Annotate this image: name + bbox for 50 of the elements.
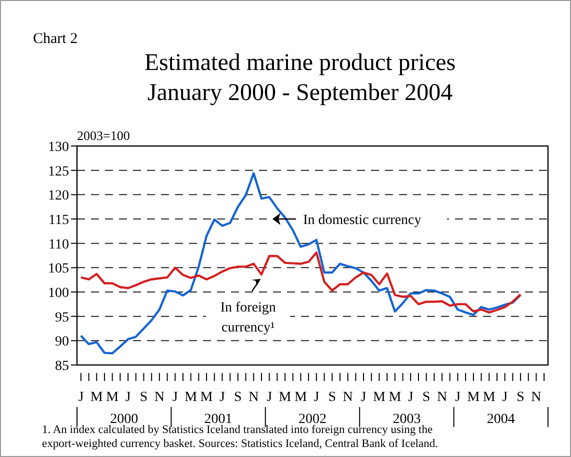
x-tick-label: J <box>360 390 367 405</box>
x-tick-label: M <box>388 390 402 405</box>
x-tick-label: N <box>248 390 259 405</box>
y-tick-label: 90 <box>55 334 69 350</box>
x-tick-label: M <box>200 390 214 405</box>
line-series <box>80 172 522 354</box>
y-tick-label: 130 <box>48 140 69 155</box>
series-label: In foreign currency¹ <box>220 300 276 336</box>
series-label: In domestic currency <box>303 213 422 228</box>
caption: Chart 2 <box>33 31 78 47</box>
x-tick-label: S <box>516 390 524 405</box>
x-tick-label: S <box>422 390 430 405</box>
y-tick-label: 105 <box>48 262 69 277</box>
x-tick-label: N <box>342 390 353 405</box>
y-tick-label: 110 <box>48 237 69 252</box>
y-tick-label: 100 <box>48 286 69 301</box>
x-tick-label: J <box>455 390 461 405</box>
x-tick-label: M <box>90 390 104 405</box>
x-tick-label: S <box>140 390 148 405</box>
y-tick-label: 95 <box>55 310 69 326</box>
x-tick-label: J <box>266 390 273 405</box>
x-tick-label: J <box>172 390 178 405</box>
x-tick-label: M <box>482 390 496 405</box>
x-tick-label: N <box>436 390 448 405</box>
x-tick-label: J <box>125 390 132 405</box>
x-tick-label: J <box>502 390 508 405</box>
x-tick-label: N <box>154 390 164 405</box>
text: 2003 <box>392 412 421 427</box>
y-tick-label: 125 <box>48 164 69 180</box>
y-axis-title: 2003=100 <box>77 128 130 143</box>
x-tick-label: M <box>184 390 198 405</box>
y-tick-label: 85 <box>55 359 69 374</box>
x-tick-label: M <box>106 390 120 405</box>
x-tick-label: M <box>467 390 480 405</box>
y-tick-label: 120 <box>48 188 69 204</box>
text: 2004 <box>486 412 515 427</box>
text: 1. An index calculated by Statistics Iceland translated into foreign currency using the export-weighted currency basket. Sources: Statistics Iceland, Central Bank of Iceland. <box>42 424 438 450</box>
line-series <box>80 251 522 314</box>
x-tick-label: J <box>220 390 226 405</box>
x-tick-label: J <box>78 390 84 405</box>
x-tick-label: N <box>531 390 542 405</box>
chart-title: Estimated marine product prices January 2000 - September 2004 <box>144 50 456 106</box>
y-tick-label: 115 <box>48 213 69 228</box>
x-tick-label: M <box>278 390 292 405</box>
x-tick-label: M <box>294 390 308 405</box>
x-tick-label: M <box>373 390 386 405</box>
x-tick-label: J <box>408 390 414 405</box>
x-tick-label: J <box>314 390 320 405</box>
x-tick-label: S <box>234 390 242 405</box>
x-tick-label: S <box>328 390 336 405</box>
